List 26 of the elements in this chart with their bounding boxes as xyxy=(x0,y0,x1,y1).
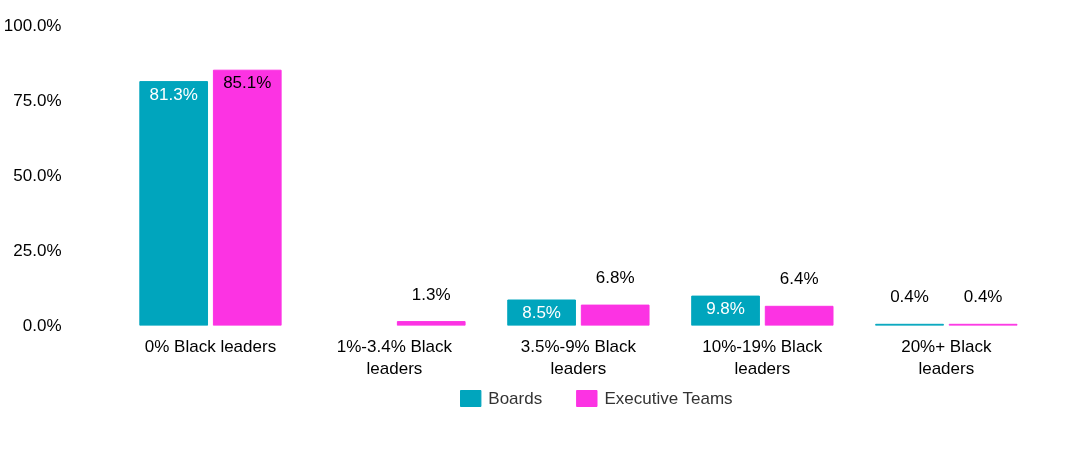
bar xyxy=(396,321,466,326)
x-tick-label: 20%+ Black leaders xyxy=(901,336,992,379)
legend-label: Boards xyxy=(488,389,543,408)
data-label: 8.5% xyxy=(522,303,561,322)
y-tick-label: 0.0% xyxy=(22,316,62,335)
data-label: 6.4% xyxy=(779,269,819,289)
x-tick-label: 3.5%-9% Black leaders xyxy=(520,336,637,379)
data-label: 81.3% xyxy=(149,84,198,104)
legend-label: Executive Teams xyxy=(604,389,733,408)
bar xyxy=(580,304,650,326)
y-tick-label: 50.0% xyxy=(13,166,62,185)
data-label: 0.4% xyxy=(963,287,1003,307)
data-label: 1.3% xyxy=(411,284,451,304)
data-label: 0.4% xyxy=(890,287,929,307)
bar xyxy=(764,305,834,326)
bar xyxy=(139,81,209,326)
data-label: 85.1% xyxy=(223,73,272,93)
x-tick-label: 0% Black leaders xyxy=(144,336,277,356)
x-tick-label: 1%-3.4% Black leaders xyxy=(336,336,453,379)
bar xyxy=(212,69,282,326)
y-tick-label: 25.0% xyxy=(13,241,62,260)
y-tick-label: 75.0% xyxy=(13,91,62,110)
data-label: 6.8% xyxy=(595,268,635,288)
y-tick-label: 100.0% xyxy=(3,16,62,35)
data-label: 9.8% xyxy=(706,299,745,319)
x-tick-label: 10%-19% Black leaders xyxy=(702,336,823,379)
